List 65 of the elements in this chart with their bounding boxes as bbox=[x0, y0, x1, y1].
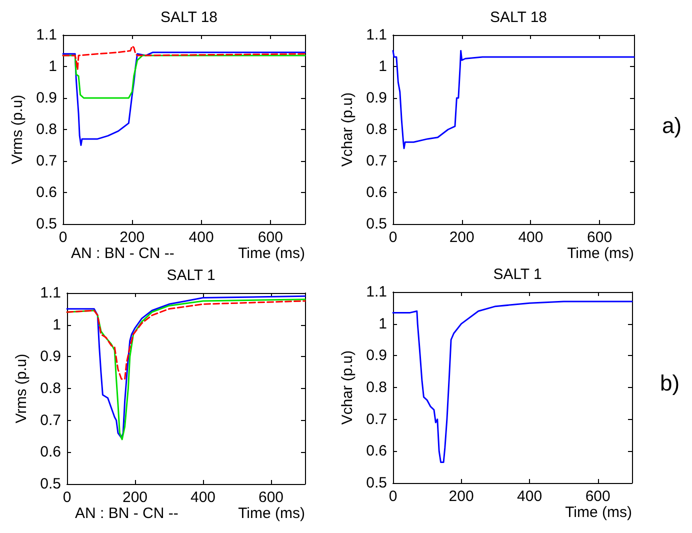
x-tick-label: 600 bbox=[258, 229, 283, 246]
y-tick-label: 0.5 bbox=[36, 216, 57, 232]
y-tick-label: 0.6 bbox=[40, 444, 61, 461]
y-tick-label: 0.6 bbox=[36, 184, 57, 201]
text: b) bbox=[660, 370, 680, 396]
chart-title: SALT 1 bbox=[493, 266, 542, 283]
chart-title: SALT 18 bbox=[490, 9, 547, 26]
x-tick-label: 200 bbox=[122, 489, 148, 506]
y-tick-label: 0.5 bbox=[366, 474, 387, 492]
x-tick-label: 200 bbox=[448, 488, 474, 505]
x-tick-label: 0 bbox=[62, 489, 72, 506]
x-axis-title: Time (ms) bbox=[567, 245, 634, 262]
x-tick-label: 200 bbox=[120, 229, 145, 246]
y-tick-label: 0.8 bbox=[36, 121, 57, 138]
x-axis-title: Time (ms) bbox=[238, 245, 306, 262]
line-series bbox=[66, 300, 306, 380]
chart-title: SALT 1 bbox=[166, 267, 216, 284]
y-tick-label: 1.1 bbox=[366, 26, 387, 44]
y-axis-title: Vchar (p.u) bbox=[339, 350, 356, 425]
y-axis-title: Vrms (p.u) bbox=[13, 354, 30, 424]
x-axis-title: Time (ms) bbox=[238, 505, 306, 522]
x-axis-title: Time (ms) bbox=[565, 504, 632, 521]
text: AN : BN - CN -- bbox=[75, 505, 178, 522]
x-tick-label: 200 bbox=[449, 229, 474, 246]
x-tick-label: 0 bbox=[388, 229, 398, 246]
y-tick-label: 1.1 bbox=[36, 26, 57, 44]
y-tick-label: 1 bbox=[52, 316, 61, 334]
y-tick-label: 0.5 bbox=[40, 476, 61, 492]
y-tick-label: 0.9 bbox=[40, 348, 61, 366]
y-tick-label: 0.9 bbox=[366, 90, 387, 106]
y-tick-label: 1 bbox=[378, 58, 387, 75]
text: AN : BN - CN -- bbox=[71, 245, 174, 262]
x-tick-label: 400 bbox=[190, 489, 216, 506]
y-tick-label: 0.9 bbox=[36, 90, 57, 106]
line-series bbox=[392, 50, 635, 150]
y-tick-label: 1 bbox=[48, 58, 57, 75]
y-tick-label: 0.7 bbox=[40, 412, 61, 429]
y-tick-label: 0.5 bbox=[366, 216, 387, 232]
y-tick-label: 0.8 bbox=[366, 121, 387, 138]
x-tick-label: 0 bbox=[388, 488, 398, 505]
line-series bbox=[392, 300, 633, 464]
y-tick-label: 1 bbox=[378, 315, 387, 332]
line-series bbox=[62, 45, 306, 70]
y-axis-title: Vchar (p.u) bbox=[339, 92, 356, 167]
x-tick-label: 600 bbox=[258, 489, 284, 506]
y-tick-label: 0.8 bbox=[40, 380, 61, 397]
y-tick-label: 0.6 bbox=[366, 184, 387, 201]
x-tick-label: 400 bbox=[518, 229, 544, 246]
y-tick-label: 0.7 bbox=[366, 410, 387, 428]
x-tick-label: 400 bbox=[517, 488, 542, 505]
y-tick-label: 0.7 bbox=[366, 152, 387, 170]
y-tick-label: 1.1 bbox=[40, 284, 61, 302]
y-tick-label: 1.1 bbox=[366, 284, 387, 300]
x-tick-label: 400 bbox=[188, 229, 214, 246]
x-tick-label: 600 bbox=[585, 488, 610, 505]
text: a) bbox=[662, 112, 682, 138]
y-tick-label: 0.6 bbox=[366, 442, 387, 460]
y-tick-label: 0.8 bbox=[366, 379, 387, 396]
x-tick-label: 600 bbox=[587, 229, 612, 246]
y-axis-title: Vrms (p.u) bbox=[9, 94, 26, 164]
chart-title: SALT 18 bbox=[160, 9, 218, 26]
x-tick-label: 0 bbox=[58, 229, 68, 246]
y-tick-label: 0.9 bbox=[366, 347, 387, 364]
y-tick-label: 0.7 bbox=[36, 152, 57, 170]
line-series bbox=[62, 52, 306, 146]
